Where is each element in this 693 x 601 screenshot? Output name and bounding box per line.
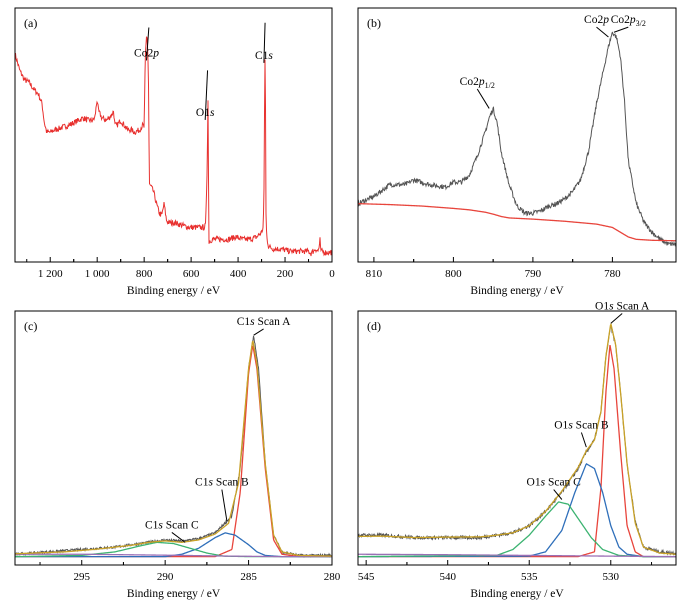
peak-annotation: Co2p [584, 14, 609, 26]
x-axis-label: Binding energy / eV [470, 285, 564, 297]
panel-d: (d) 545 540 535 530 Binding energy / eV O1s Sc… [357, 300, 677, 600]
peak-annotation: Co2p [134, 47, 159, 59]
series-line-1 [15, 36, 332, 257]
x-tick-label: 295 [73, 571, 90, 583]
x-tick-label: 400 [230, 268, 247, 280]
series-line-3 [358, 463, 676, 558]
x-tick-label: 790 [525, 268, 542, 280]
peak-annotation: O1s [196, 107, 215, 119]
plot-frame [14, 7, 333, 263]
peak-annotation: O1s Scan C [527, 477, 582, 489]
annotation-leader [613, 26, 629, 33]
x-tick-label: 800 [136, 268, 153, 280]
panel-label: (c) [24, 319, 37, 333]
x-tick-label: 545 [358, 571, 375, 583]
series-line-6 [358, 322, 676, 555]
annotation-leader [476, 88, 490, 109]
series-line-2 [358, 202, 676, 242]
peak-annotation: C1s Scan C [145, 519, 199, 531]
panel-label: (d) [367, 319, 381, 333]
panel-label: (b) [367, 16, 381, 30]
annotation-leader [204, 70, 209, 120]
x-tick-label: 1 000 [85, 268, 110, 280]
series-line-2 [358, 344, 676, 558]
series-line-1 [358, 325, 676, 556]
plot-frame [14, 310, 333, 566]
x-tick-label: 290 [157, 571, 174, 583]
annotation-leader [221, 489, 228, 521]
x-tick-label: 1 200 [38, 268, 63, 280]
x-tick-label: 285 [240, 571, 257, 583]
plot-frame [357, 7, 677, 263]
series-line-1 [358, 31, 676, 247]
plot-frame [357, 310, 677, 566]
annotation-leader [553, 489, 563, 500]
annotation-leader [253, 328, 264, 336]
panel-b: (b) 810 800 790 780 Binding energy / eV Co2p1/… [357, 7, 677, 297]
peak-annotation: Co2p3/2 [611, 14, 646, 28]
x-tick-label: 780 [604, 268, 621, 280]
annotation-leader [171, 532, 186, 543]
peak-annotation: O1s Scan A [595, 300, 650, 312]
x-axis-label: Binding energy / eV [470, 588, 564, 600]
x-tick-label: 540 [439, 571, 456, 583]
panel-a: (a) 1 200 1 000 800 600 400 200 0 Binding energy… [14, 7, 335, 297]
peak-annotation: C1s Scan A [237, 316, 291, 328]
peak-annotation: C1s [255, 50, 273, 62]
x-tick-label: 200 [277, 268, 294, 280]
series-line-5 [15, 553, 332, 558]
annotation-leader [596, 26, 609, 38]
series-line-5 [358, 553, 676, 558]
annotation-leader [263, 22, 266, 63]
peak-annotation: Co2p1/2 [460, 76, 495, 90]
annotation-leader [580, 432, 587, 448]
x-tick-label: 800 [445, 268, 462, 280]
x-tick-label: 600 [183, 268, 200, 280]
x-tick-label: 810 [366, 268, 383, 280]
annotation-leader [145, 27, 150, 61]
x-tick-label: 535 [521, 571, 538, 583]
peak-annotation: C1s Scan B [195, 477, 249, 489]
annotation-leader [610, 313, 623, 324]
x-tick-label: 530 [603, 571, 620, 583]
x-axis-label: Binding energy / eV [127, 285, 221, 297]
peak-annotation: O1s Scan B [554, 419, 609, 431]
x-tick-label: 0 [329, 268, 335, 280]
x-axis-label: Binding energy / eV [127, 588, 221, 600]
panel-label: (a) [24, 16, 37, 30]
x-tick-label: 280 [324, 571, 341, 583]
series-line-6 [15, 340, 332, 557]
panel-c: (c) 295 290 285 280 Binding energy / eV C1s Sc… [14, 310, 341, 600]
